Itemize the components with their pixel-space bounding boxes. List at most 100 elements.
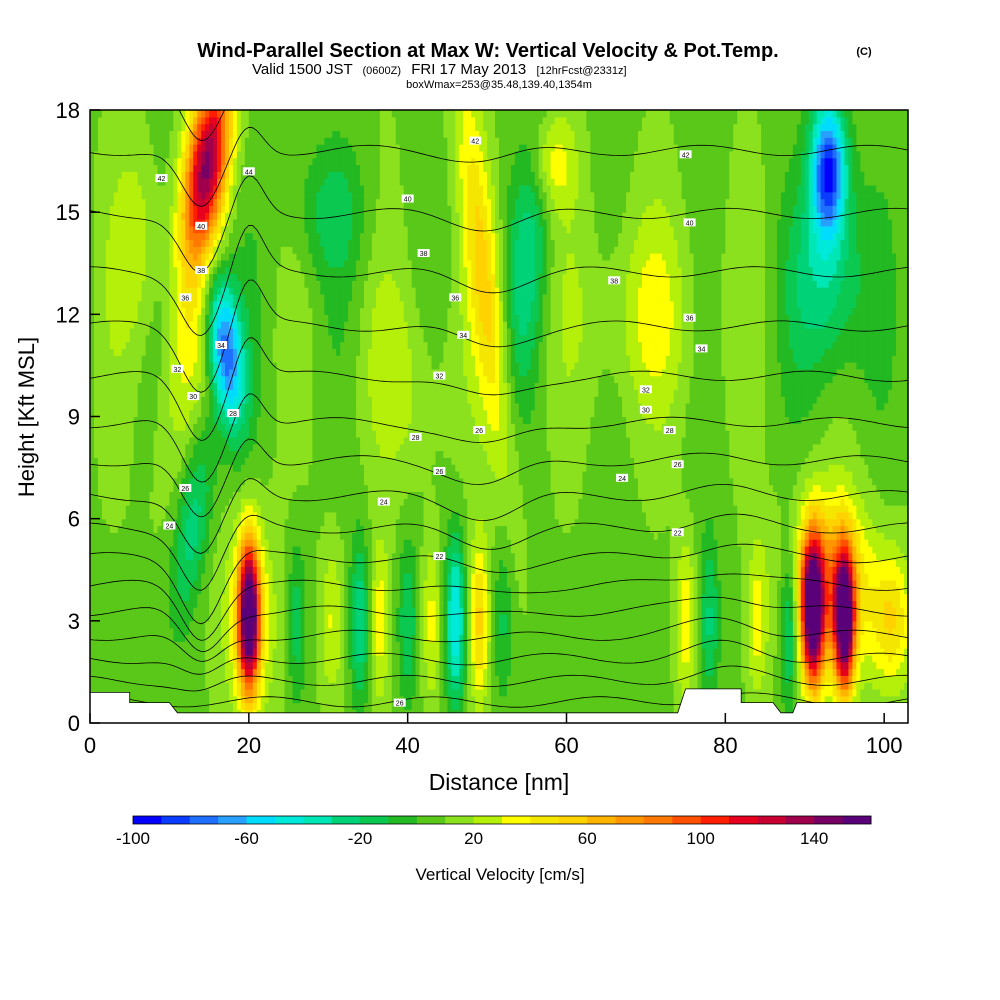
velocity-cell [94, 682, 99, 689]
velocity-cell [630, 641, 635, 648]
velocity-cell [563, 675, 568, 682]
velocity-cell [328, 669, 333, 676]
velocity-cell [106, 662, 111, 669]
velocity-cell [674, 703, 679, 710]
velocity-cell [412, 662, 417, 669]
velocity-cell [193, 675, 198, 682]
velocity-cell [185, 696, 190, 703]
velocity-cell [432, 675, 437, 682]
velocity-cell [761, 634, 766, 641]
velocity-cell [241, 682, 246, 689]
velocity-cell [598, 628, 603, 635]
velocity-cell [142, 641, 147, 648]
velocity-cell [574, 696, 579, 703]
velocity-cell [336, 669, 341, 676]
velocity-cell [435, 628, 440, 635]
velocity-cell [606, 662, 611, 669]
velocity-cell [443, 689, 448, 696]
velocity-cell [880, 641, 885, 648]
velocity-cell [662, 641, 667, 648]
vertical-velocity-cross-section-chart: Wind-Parallel Section at Max W: Vertical… [0, 0, 1000, 1000]
velocity-cell [825, 669, 830, 676]
velocity-cell [205, 648, 210, 655]
velocity-cell [114, 675, 119, 682]
velocity-cell [213, 648, 218, 655]
velocity-cell [142, 689, 147, 696]
velocity-cell [173, 662, 178, 669]
velocity-cell [285, 641, 290, 648]
velocity-cell [884, 634, 889, 641]
velocity-cell [705, 682, 710, 689]
velocity-cell [654, 675, 659, 682]
velocity-cell [201, 669, 206, 676]
velocity-cell [817, 669, 822, 676]
velocity-cell [245, 648, 250, 655]
velocity-cell [559, 669, 564, 676]
velocity-cell [543, 634, 548, 641]
velocity-cell [185, 703, 190, 710]
velocity-cell [134, 655, 139, 662]
velocity-cell [304, 675, 309, 682]
velocity-cell [717, 648, 722, 655]
velocity-cell [340, 641, 345, 648]
velocity-cell [479, 628, 484, 635]
velocity-cell [570, 675, 575, 682]
velocity-cell [852, 641, 857, 648]
velocity-cell [634, 669, 639, 676]
velocity-cell [844, 689, 849, 696]
velocity-cell [376, 662, 381, 669]
velocity-cell [614, 689, 619, 696]
velocity-cell [300, 641, 305, 648]
velocity-cell [737, 662, 742, 669]
velocity-cell [388, 662, 393, 669]
velocity-cell [177, 648, 182, 655]
velocity-cell [900, 634, 905, 641]
velocity-cell [880, 696, 885, 703]
velocity-cell [594, 648, 599, 655]
velocity-cell [535, 669, 540, 676]
velocity-cell [785, 703, 790, 710]
velocity-cell [316, 689, 321, 696]
velocity-cell [392, 641, 397, 648]
velocity-cell [154, 628, 159, 635]
velocity-cell [479, 648, 484, 655]
velocity-cell [670, 655, 675, 662]
velocity-cell [781, 655, 786, 662]
velocity-cell [261, 689, 266, 696]
velocity-cell [459, 703, 464, 710]
velocity-cell [658, 675, 663, 682]
velocity-cell [745, 655, 750, 662]
velocity-cell [344, 648, 349, 655]
velocity-cell [98, 675, 103, 682]
velocity-cell [245, 655, 250, 662]
velocity-cell [165, 662, 170, 669]
velocity-cell [332, 648, 337, 655]
velocity-cell [328, 641, 333, 648]
velocity-cell [300, 675, 305, 682]
velocity-cell [245, 641, 250, 648]
velocity-cell [336, 634, 341, 641]
velocity-cell [785, 634, 790, 641]
velocity-cell [745, 669, 750, 676]
velocity-cell [181, 696, 186, 703]
velocity-cell [860, 689, 865, 696]
velocity-cell [678, 641, 683, 648]
velocity-cell [154, 689, 159, 696]
velocity-cell [646, 648, 651, 655]
velocity-cell [717, 675, 722, 682]
velocity-cell [277, 703, 282, 710]
velocity-cell [725, 682, 730, 689]
velocity-cell [114, 628, 119, 635]
velocity-cell [574, 675, 579, 682]
velocity-cell [837, 696, 842, 703]
velocity-cell [475, 689, 480, 696]
velocity-cell [876, 634, 881, 641]
velocity-cell [574, 628, 579, 635]
velocity-cell [249, 669, 254, 676]
velocity-cell [475, 641, 480, 648]
velocity-cell [539, 641, 544, 648]
velocity-cell [543, 696, 548, 703]
velocity-cell [698, 682, 703, 689]
velocity-cell [467, 662, 472, 669]
velocity-cell [837, 634, 842, 641]
